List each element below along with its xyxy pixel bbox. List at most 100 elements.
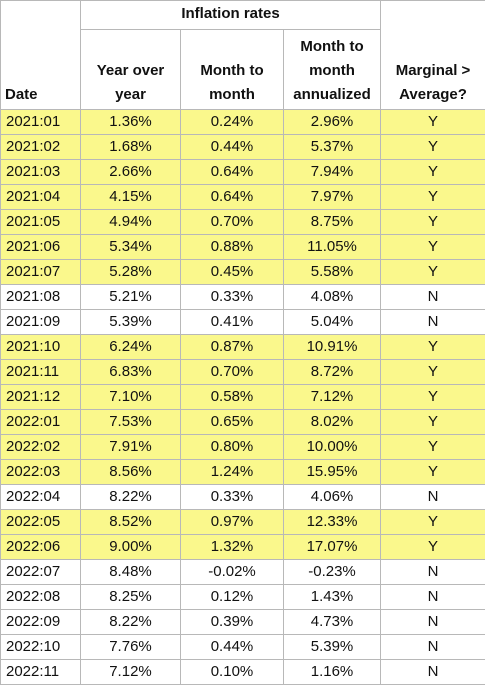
table-cell: 2021:01 <box>0 109 81 135</box>
table-title: Inflation rates <box>79 0 382 30</box>
table-cell: 2021:12 <box>0 384 81 410</box>
table-cell: 5.34% <box>80 234 181 260</box>
table-cell: Y <box>380 109 485 135</box>
table-cell: 17.07% <box>282 534 382 560</box>
table-row: 2021:01 1.36% 0.24% 2.96% Y <box>0 109 485 135</box>
table-cell: 2022:02 <box>0 434 81 460</box>
table-cell: 0.70% <box>180 359 284 385</box>
table-row: 2022:04 8.22% 0.33% 4.06% N <box>0 484 485 510</box>
column-header: Date <box>0 0 81 110</box>
table-row: 2021:11 6.83% 0.70% 8.72% Y <box>0 359 485 385</box>
column-header: Month to month annualized <box>282 29 382 110</box>
table-row: 2022:10 7.76% 0.44% 5.39% N <box>0 634 485 660</box>
table-row: 2021:10 6.24% 0.87% 10.91% Y <box>0 334 485 360</box>
column-header: Month to month <box>180 29 284 110</box>
table-row: 2021:12 7.10% 0.58% 7.12% Y <box>0 384 485 410</box>
table-cell: 1.36% <box>80 109 181 135</box>
table-cell: 7.97% <box>282 184 382 210</box>
table-cell: 0.97% <box>180 509 284 535</box>
table-cell: 2021:03 <box>0 159 81 185</box>
table-row: 2021:05 4.94% 0.70% 8.75% Y <box>0 209 485 235</box>
table-cell: 2.96% <box>282 109 382 135</box>
table-cell: 7.12% <box>282 384 382 410</box>
table-row: 2022:11 7.12% 0.10% 1.16% N <box>0 659 485 685</box>
table-cell: N <box>380 309 485 335</box>
column-header: Marginal > Average? <box>380 0 485 110</box>
table-cell: Y <box>380 234 485 260</box>
table-cell: 12.33% <box>282 509 382 535</box>
table-cell: 10.91% <box>282 334 382 360</box>
table-cell: 0.70% <box>180 209 284 235</box>
table-cell: 5.21% <box>80 284 181 310</box>
table-cell: 1.68% <box>80 134 181 160</box>
table-cell: Y <box>380 359 485 385</box>
table-cell: 2022:06 <box>0 534 81 560</box>
table-cell: 2022:09 <box>0 609 81 635</box>
table-cell: 8.22% <box>80 484 181 510</box>
table-cell: 2021:08 <box>0 284 81 310</box>
table-cell: 1.24% <box>180 459 284 485</box>
table-cell: 8.25% <box>80 584 181 610</box>
table-cell: 8.48% <box>80 559 181 585</box>
table-cell: 4.94% <box>80 209 181 235</box>
table-cell: 1.32% <box>180 534 284 560</box>
table-cell: 1.16% <box>282 659 382 685</box>
table-cell: 0.24% <box>180 109 284 135</box>
table-row: 2022:03 8.56% 1.24% 15.95% Y <box>0 459 485 485</box>
table-cell: 6.24% <box>80 334 181 360</box>
table-cell: 0.58% <box>180 384 284 410</box>
table-cell: 8.02% <box>282 409 382 435</box>
table-cell: 0.33% <box>180 484 284 510</box>
table-cell: Y <box>380 209 485 235</box>
table-cell: 7.12% <box>80 659 181 685</box>
table-cell: 2022:03 <box>0 459 81 485</box>
table-row: 2022:08 8.25% 0.12% 1.43% N <box>0 584 485 610</box>
table-cell: 2022:10 <box>0 634 81 660</box>
table-cell: Y <box>380 459 485 485</box>
table-cell: 2.66% <box>80 159 181 185</box>
table-cell: 15.95% <box>282 459 382 485</box>
table-cell: 5.37% <box>282 134 382 160</box>
table-cell: -0.02% <box>180 559 284 585</box>
table-cell: 8.72% <box>282 359 382 385</box>
table-cell: 11.05% <box>282 234 382 260</box>
table-cell: 4.08% <box>282 284 382 310</box>
table-cell: Y <box>380 409 485 435</box>
table-cell: 2021:07 <box>0 259 81 285</box>
table-cell: 0.44% <box>180 634 284 660</box>
table-body: 2021:01 1.36% 0.24% 2.96% Y 2021:02 1.68% 0.44%… <box>0 109 485 685</box>
table-cell: 7.91% <box>80 434 181 460</box>
table-cell: 2021:04 <box>0 184 81 210</box>
table-cell: 2021:10 <box>0 334 81 360</box>
table-cell: 0.65% <box>180 409 284 435</box>
table-cell: 0.41% <box>180 309 284 335</box>
table-cell: 2021:09 <box>0 309 81 335</box>
table-cell: 7.53% <box>80 409 181 435</box>
table-cell: 0.44% <box>180 134 284 160</box>
table-cell: 8.22% <box>80 609 181 635</box>
table-row: 2022:02 7.91% 0.80% 10.00% Y <box>0 434 485 460</box>
column-header: Year over year <box>80 29 181 110</box>
table-row: 2021:03 2.66% 0.64% 7.94% Y <box>0 159 485 185</box>
table-cell: 4.73% <box>282 609 382 635</box>
table-cell: Y <box>380 534 485 560</box>
table-cell: 4.06% <box>282 484 382 510</box>
table-cell: 0.12% <box>180 584 284 610</box>
table-row: 2021:08 5.21% 0.33% 4.08% N <box>0 284 485 310</box>
table-cell: 5.39% <box>80 309 181 335</box>
table-row: 2021:09 5.39% 0.41% 5.04% N <box>0 309 485 335</box>
table-cell: 8.56% <box>80 459 181 485</box>
table-cell: Y <box>380 134 485 160</box>
table-row: 2021:07 5.28% 0.45% 5.58% Y <box>0 259 485 285</box>
table-cell: 7.94% <box>282 159 382 185</box>
table-cell: 2022:08 <box>0 584 81 610</box>
table-row: 2022:05 8.52% 0.97% 12.33% Y <box>0 509 485 535</box>
table-cell: N <box>380 284 485 310</box>
table-cell: 8.52% <box>80 509 181 535</box>
table-cell: Y <box>380 384 485 410</box>
table-cell: 2021:05 <box>0 209 81 235</box>
table-cell: Y <box>380 184 485 210</box>
table-cell: 0.64% <box>180 184 284 210</box>
table-cell: 2021:06 <box>0 234 81 260</box>
